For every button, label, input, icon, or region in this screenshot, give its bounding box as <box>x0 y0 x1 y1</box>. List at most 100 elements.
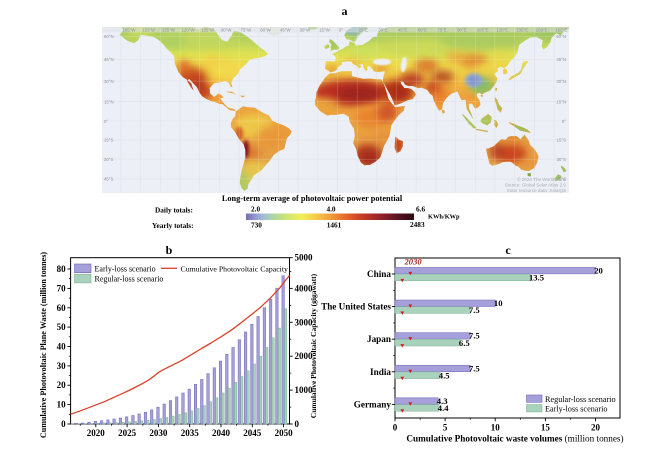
svg-text:4.4: 4.4 <box>438 403 449 413</box>
svg-text:China: China <box>367 269 391 279</box>
svg-text:5: 5 <box>443 423 448 433</box>
svg-text:60°W: 60°W <box>260 28 271 33</box>
svg-text:30°E: 30°E <box>378 28 387 33</box>
svg-text:Daily totals:: Daily totals: <box>155 206 193 215</box>
svg-text:60: 60 <box>57 303 67 313</box>
svg-text:20: 20 <box>57 380 67 390</box>
svg-text:60°N: 60°N <box>556 34 566 39</box>
svg-text:120°E: 120°E <box>496 28 508 33</box>
svg-text:105°E: 105°E <box>477 28 489 33</box>
svg-text:0°: 0° <box>562 119 566 124</box>
svg-text:2.0: 2.0 <box>251 205 260 214</box>
svg-text:5000: 5000 <box>295 253 314 263</box>
svg-text:40: 40 <box>57 342 67 352</box>
svg-text:80: 80 <box>57 264 67 274</box>
svg-text:13.5: 13.5 <box>529 273 544 283</box>
svg-text:730: 730 <box>251 221 262 230</box>
svg-text:30°W: 30°W <box>300 28 311 33</box>
svg-text:2030: 2030 <box>404 256 423 266</box>
svg-text:0: 0 <box>295 419 300 429</box>
svg-text:60°E: 60°E <box>418 28 427 33</box>
svg-text:India: India <box>370 367 391 377</box>
svg-text:75°W: 75°W <box>241 28 252 33</box>
svg-text:Cumulative Photovoltaic Capaci: Cumulative Photovoltaic Capacity <box>181 265 289 274</box>
svg-text:20: 20 <box>594 266 603 276</box>
svg-text:165°W: 165°W <box>123 28 137 33</box>
svg-text:45°E: 45°E <box>398 28 407 33</box>
svg-text:45°W: 45°W <box>280 28 291 33</box>
svg-text:15°W: 15°W <box>319 28 330 33</box>
svg-text:15°E: 15°E <box>359 28 368 33</box>
svg-text:6.6: 6.6 <box>416 205 425 214</box>
svg-text:30°S: 30°S <box>104 157 113 162</box>
svg-text:30°N: 30°N <box>556 79 566 84</box>
svg-text:2040: 2040 <box>212 428 231 438</box>
svg-text:90°W: 90°W <box>221 28 232 33</box>
svg-text:0: 0 <box>393 423 398 433</box>
svg-text:The United States: The United States <box>321 302 391 312</box>
svg-text:Cumulative Photovoltaic Plane: Cumulative Photovoltaic Plane Waste (mil… <box>39 252 48 439</box>
svg-text:Japan: Japan <box>367 334 391 344</box>
svg-text:120°W: 120°W <box>182 28 196 33</box>
svg-text:2030: 2030 <box>149 428 168 438</box>
svg-text:150°E: 150°E <box>536 28 548 33</box>
svg-text:KWh/KWp: KWh/KWp <box>428 214 460 221</box>
svg-text:60°N: 60°N <box>104 34 114 39</box>
svg-text:Yearly totals:: Yearly totals: <box>152 221 194 230</box>
svg-text:10: 10 <box>57 400 67 410</box>
svg-text:15°S: 15°S <box>104 138 113 143</box>
svg-text:70: 70 <box>57 283 67 293</box>
svg-text:135°W: 135°W <box>162 28 176 33</box>
svg-text:0°: 0° <box>339 28 343 33</box>
svg-text:Regular-loss scenario: Regular-loss scenario <box>545 395 616 404</box>
svg-text:15°S: 15°S <box>557 138 566 143</box>
svg-text:7.5: 7.5 <box>469 331 480 341</box>
svg-text:15°N: 15°N <box>556 99 566 104</box>
svg-text:2025: 2025 <box>118 428 137 438</box>
svg-text:45°N: 45°N <box>556 57 566 62</box>
svg-text:1461: 1461 <box>327 221 342 230</box>
svg-text:10: 10 <box>491 423 501 433</box>
svg-text:7.5: 7.5 <box>469 305 480 315</box>
svg-text:Source: Global Solar Atlas 2.9: Source: Global Solar Atlas 2.9 <box>505 183 567 188</box>
svg-text:0°: 0° <box>104 119 108 124</box>
svg-text:4.5: 4.5 <box>439 370 450 380</box>
svg-text:Germany: Germany <box>354 399 392 409</box>
svg-text:20: 20 <box>591 423 601 433</box>
svg-text:2050: 2050 <box>275 428 294 438</box>
svg-text:© 2024 The World Bank: © 2024 The World Bank <box>517 176 567 182</box>
svg-text:c: c <box>505 243 511 257</box>
svg-text:7.5: 7.5 <box>469 363 480 373</box>
svg-text:15: 15 <box>541 423 551 433</box>
svg-text:90°E: 90°E <box>457 28 466 33</box>
svg-text:135°E: 135°E <box>516 28 528 33</box>
svg-text:4.0: 4.0 <box>326 205 335 214</box>
svg-text:30°N: 30°N <box>104 79 114 84</box>
svg-text:Regular-loss scenario: Regular-loss scenario <box>95 275 164 284</box>
svg-text:75°E: 75°E <box>437 28 446 33</box>
svg-text:Solar resource data: Solargis: Solar resource data: Solargis <box>507 188 567 193</box>
svg-text:50: 50 <box>57 322 67 332</box>
svg-text:2045: 2045 <box>243 428 262 438</box>
svg-text:Long-term average of photovolt: Long-term average of photovoltaic power … <box>222 194 403 203</box>
svg-text:165°E: 165°E <box>556 28 568 33</box>
svg-text:2035: 2035 <box>181 428 200 438</box>
svg-text:45°S: 45°S <box>104 177 113 182</box>
svg-text:Cumulative Photovoltaic Capaci: Cumulative Photovoltaic Capacity (gigawa… <box>309 273 318 418</box>
svg-text:6.5: 6.5 <box>459 338 470 348</box>
svg-text:a: a <box>342 4 348 18</box>
svg-text:105°W: 105°W <box>201 28 215 33</box>
svg-text:0: 0 <box>61 419 66 429</box>
svg-text:30: 30 <box>57 361 67 371</box>
svg-text:2020: 2020 <box>87 428 106 438</box>
svg-text:Early-loss scenario: Early-loss scenario <box>95 265 156 274</box>
svg-text:30°S: 30°S <box>557 157 566 162</box>
svg-text:b: b <box>166 243 173 257</box>
svg-text:Cumulative Photovoltaic waste: Cumulative Photovoltaic waste volumes (m… <box>406 434 623 444</box>
svg-text:2483: 2483 <box>410 220 425 229</box>
svg-text:10: 10 <box>494 298 503 308</box>
svg-text:45°N: 45°N <box>104 57 114 62</box>
svg-text:150°W: 150°W <box>142 28 156 33</box>
svg-text:15°N: 15°N <box>104 99 114 104</box>
svg-text:Early-loss scenario: Early-loss scenario <box>545 404 608 413</box>
